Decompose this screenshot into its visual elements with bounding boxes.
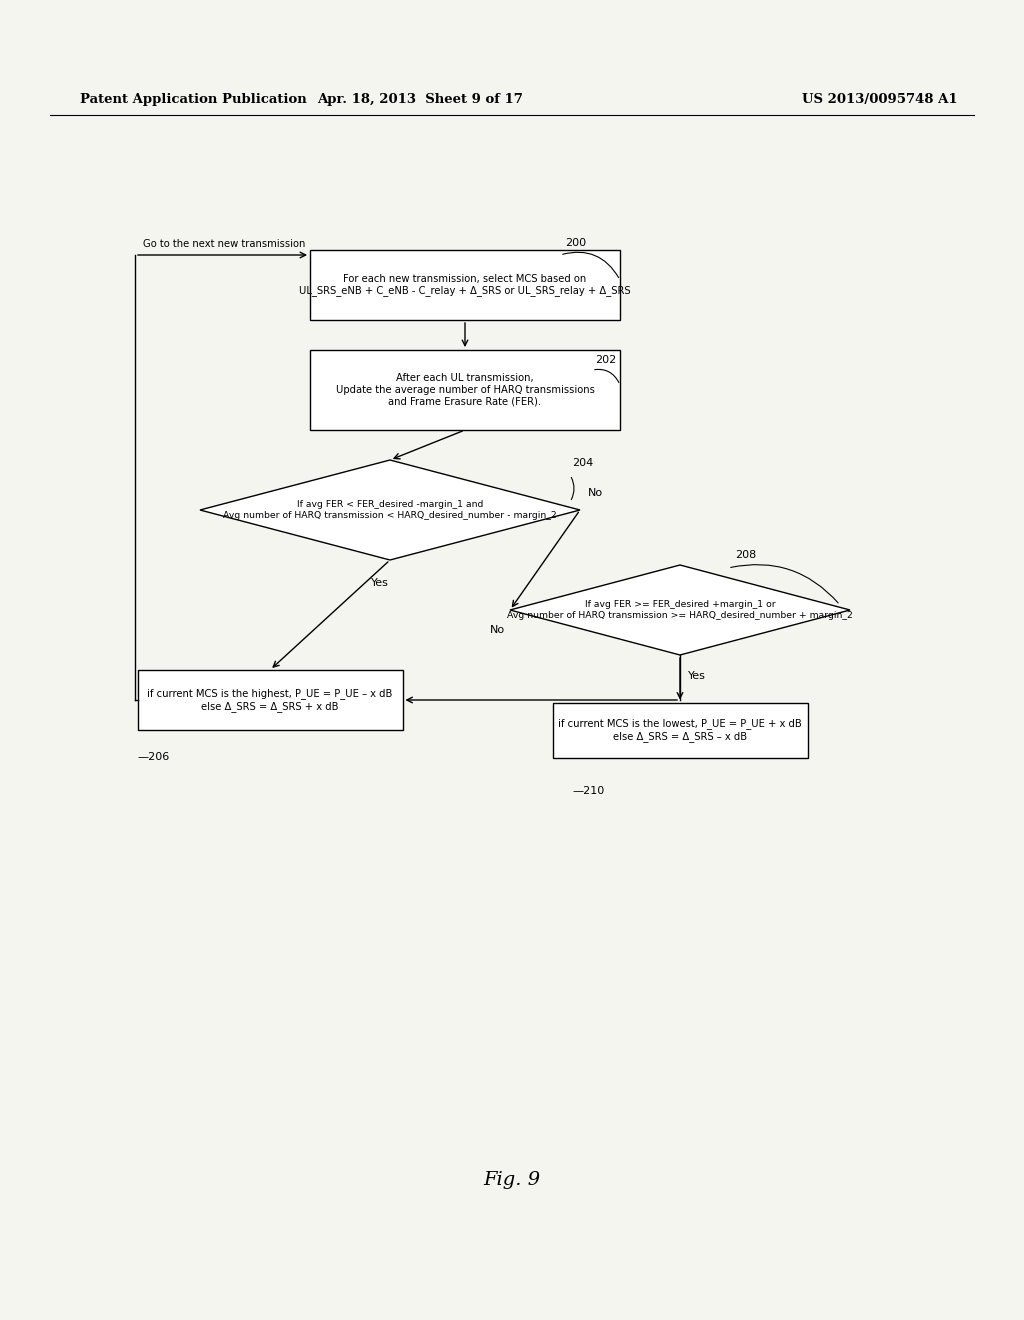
FancyBboxPatch shape: [310, 249, 620, 319]
Text: Go to the next new transmission: Go to the next new transmission: [143, 239, 305, 249]
Text: If avg FER < FER_desired -margin_1 and
Avg number of HARQ transmission < HARQ_de: If avg FER < FER_desired -margin_1 and A…: [223, 500, 557, 520]
Text: —206: —206: [137, 752, 170, 762]
Text: Yes: Yes: [688, 671, 706, 681]
Text: If avg FER >= FER_desired +margin_1 or
Avg number of HARQ transmission >= HARQ_d: If avg FER >= FER_desired +margin_1 or A…: [507, 601, 853, 619]
Text: After each UL transmission,
Update the average number of HARQ transmissions
and : After each UL transmission, Update the a…: [336, 374, 595, 407]
Text: No: No: [489, 624, 505, 635]
Text: 202: 202: [595, 355, 616, 366]
Text: 200: 200: [565, 238, 586, 248]
Text: US 2013/0095748 A1: US 2013/0095748 A1: [802, 94, 957, 107]
Polygon shape: [200, 459, 580, 560]
Polygon shape: [510, 565, 850, 655]
Text: For each new transmission, select MCS based on
UL_SRS_eNB + C_eNB - C_relay + Δ_: For each new transmission, select MCS ba…: [299, 273, 631, 296]
Text: Yes: Yes: [371, 578, 389, 587]
Text: —210: —210: [572, 785, 605, 796]
FancyBboxPatch shape: [310, 350, 620, 430]
Text: if current MCS is the lowest, P_UE = P_UE + x dB
else Δ_SRS = Δ_SRS – x dB: if current MCS is the lowest, P_UE = P_U…: [558, 718, 802, 742]
FancyBboxPatch shape: [553, 702, 808, 758]
Text: Apr. 18, 2013  Sheet 9 of 17: Apr. 18, 2013 Sheet 9 of 17: [317, 94, 523, 107]
Text: 208: 208: [735, 550, 757, 560]
FancyBboxPatch shape: [137, 671, 402, 730]
Text: if current MCS is the highest, P_UE = P_UE – x dB
else Δ_SRS = Δ_SRS + x dB: if current MCS is the highest, P_UE = P_…: [147, 688, 392, 711]
Text: Fig. 9: Fig. 9: [483, 1171, 541, 1189]
Text: 204: 204: [572, 458, 593, 469]
Text: Patent Application Publication: Patent Application Publication: [80, 94, 307, 107]
Text: No: No: [588, 488, 603, 498]
